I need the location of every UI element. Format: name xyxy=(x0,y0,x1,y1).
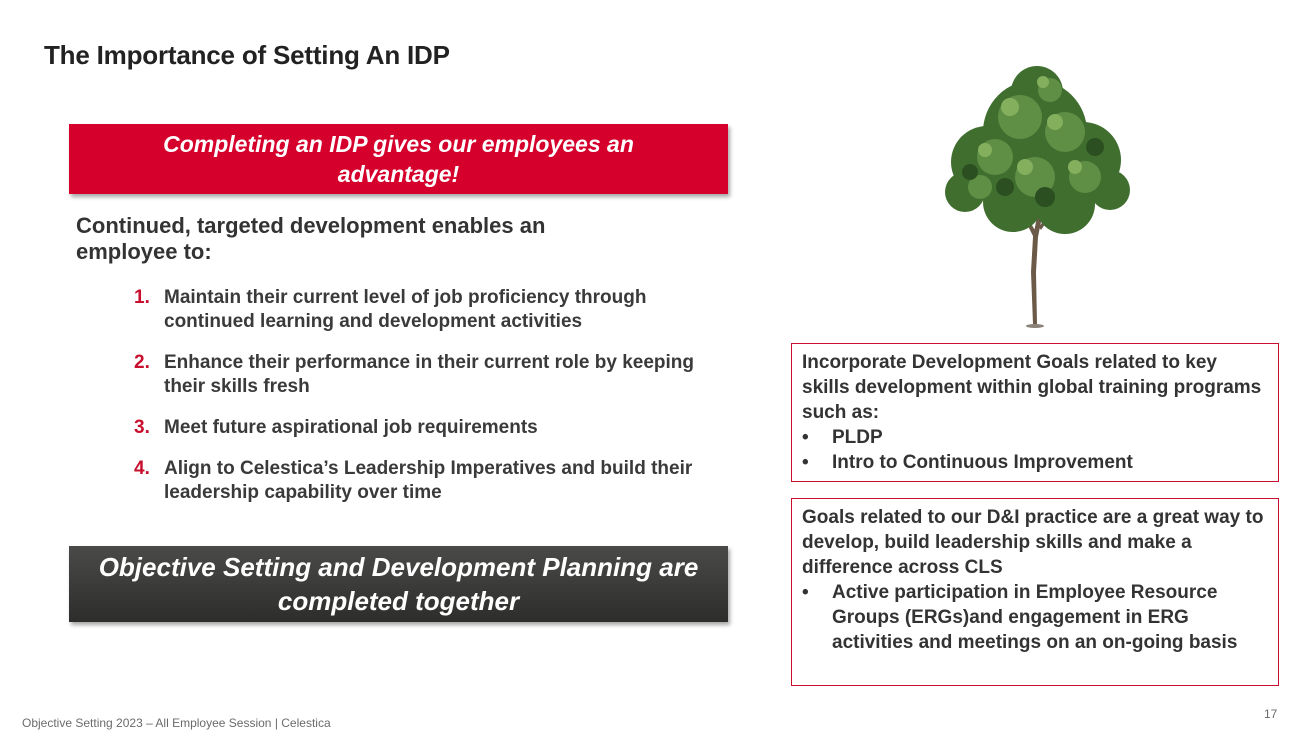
list-item: 2. Enhance their performance in their cu… xyxy=(134,351,714,399)
list-item-text: Active participation in Employee Resourc… xyxy=(832,582,1238,653)
list-item-text: Intro to Continuous Improvement xyxy=(832,452,1133,473)
dni-goals-text: Goals related to our D&I practice are a … xyxy=(802,507,1264,578)
footer-text: Objective Setting 2023 – All Employee Se… xyxy=(22,716,331,730)
list-item-number: 2. xyxy=(134,352,150,373)
training-goals-box: Incorporate Development Goals related to… xyxy=(791,343,1279,482)
list-item: 4. Align to Celestica’s Leadership Imper… xyxy=(134,457,714,505)
list-item-number: 1. xyxy=(134,287,150,308)
list-item: • PLDP xyxy=(802,425,1268,450)
dni-goals-box: Goals related to our D&I practice are a … xyxy=(791,498,1279,686)
list-item-text: Enhance their performance in their curre… xyxy=(164,352,695,397)
benefits-list: 1. Maintain their current level of job p… xyxy=(134,286,714,522)
planning-banner: Objective Setting and Development Planni… xyxy=(69,546,728,622)
list-item-text: PLDP xyxy=(832,427,883,448)
list-item: • Active participation in Employee Resou… xyxy=(802,580,1268,655)
dni-goals-list: • Active participation in Employee Resou… xyxy=(802,580,1268,655)
planning-banner-text: Objective Setting and Development Planni… xyxy=(98,552,699,616)
list-item-number: 3. xyxy=(134,417,150,438)
bullet: • xyxy=(802,582,809,603)
bullet: • xyxy=(802,427,809,448)
list-item-text: Maintain their current level of job prof… xyxy=(164,287,647,332)
list-item-text: Align to Celestica’s Leadership Imperati… xyxy=(164,458,693,503)
slide-title: The Importance of Setting An IDP xyxy=(44,40,450,70)
advantage-banner-text: Completing an IDP gives our employees an… xyxy=(163,131,634,187)
training-goals-text: Incorporate Development Goals related to… xyxy=(802,352,1262,423)
bullet: • xyxy=(802,452,809,473)
page-number: 17 xyxy=(1264,707,1278,721)
list-item-number: 4. xyxy=(134,458,150,479)
advantage-banner: Completing an IDP gives our employees an… xyxy=(69,124,728,194)
intro-text: Continued, targeted development enables … xyxy=(76,213,546,264)
training-goals-list: • PLDP • Intro to Continuous Improvement xyxy=(802,425,1268,475)
list-item: • Intro to Continuous Improvement xyxy=(802,450,1268,475)
list-item: 3. Meet future aspirational job requirem… xyxy=(134,416,714,440)
tree-image xyxy=(945,66,1130,328)
list-item-text: Meet future aspirational job requirement… xyxy=(164,417,538,438)
list-item: 1. Maintain their current level of job p… xyxy=(134,286,714,334)
